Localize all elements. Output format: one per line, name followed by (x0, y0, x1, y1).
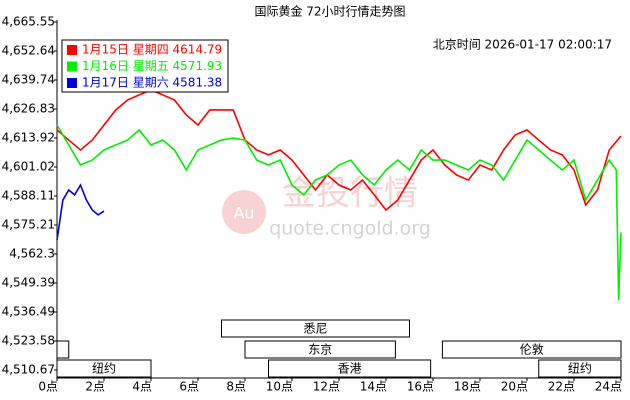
x-tick-label: 16点 (407, 380, 434, 394)
chart-title: 国际黄金 72小时行情走势图 (254, 4, 405, 19)
y-tick-label: 4,588.11 (2, 189, 55, 203)
legend-swatch (67, 45, 77, 55)
x-tick-label: 6点 (179, 380, 199, 394)
legend-box (61, 39, 229, 93)
legend-label: 1月15日 星期四 4614.79 (82, 43, 222, 57)
y-tick-label: 4,665.55 (2, 15, 55, 29)
series-line (56, 183, 105, 241)
y-tick-label: 4,575.21 (2, 217, 55, 231)
series-line (56, 124, 622, 301)
y-tick-label: 4,626.83 (2, 102, 55, 116)
session-label: 香港 (338, 362, 362, 376)
watermark: Au 金投行情 quote.cngold.org (222, 174, 431, 240)
y-tick-label: 4,510.67 (2, 363, 55, 377)
x-tick-label: 14点 (360, 380, 387, 394)
y-tick-label: 4,536.49 (2, 304, 55, 318)
session-label: 东京 (308, 343, 332, 357)
y-tick-label: 4,549.39 (2, 276, 55, 290)
session-label: 伦敦 (520, 342, 544, 357)
x-tick-label: 18点 (454, 380, 481, 394)
y-tick-label: 4,652.64 (2, 44, 55, 58)
watermark-logo-text: Au (233, 204, 254, 223)
x-tick-label: 20点 (501, 380, 528, 394)
legend-label: 1月16日 星期五 4571.93 (82, 59, 222, 73)
session-label: 纽约 (92, 361, 116, 376)
y-tick-label: 4,601.02 (2, 159, 55, 173)
y-tick-label: 4,562.3 (9, 246, 55, 260)
session-box (221, 319, 410, 338)
y-tick-label: 4,523.58 (2, 333, 55, 347)
x-tick-label: 10点 (266, 380, 293, 394)
x-tick-label: 12点 (313, 380, 340, 394)
session-box (56, 340, 70, 359)
session-box (268, 359, 432, 378)
session-box (244, 340, 396, 359)
session-box (56, 359, 152, 378)
chart-subtitle: 北京时间 2026-01-17 02:00:17 (433, 38, 612, 52)
watermark-logo (222, 190, 266, 234)
session-box (538, 359, 622, 378)
legend-swatch (67, 78, 77, 88)
x-tick-label: 22点 (548, 380, 575, 394)
legend: 1月15日 星期四 4614.79 1月16日 星期五 4571.93 1月17日 … (61, 39, 229, 93)
watermark-url: quote.cngold.org (269, 218, 431, 240)
x-tick-label: 24点 (595, 380, 622, 394)
y-tick-label: 4,613.92 (2, 131, 55, 145)
x-tick-label: 8点 (226, 380, 246, 394)
session-box (441, 340, 622, 359)
session-label: 悉尼 (303, 322, 327, 336)
legend-swatch (67, 61, 77, 72)
x-tick-label: 2点 (85, 380, 105, 394)
legend-label: 1月17日 星期六 4581.38 (82, 76, 222, 90)
x-tick-label: 0点 (38, 380, 58, 394)
y-tick-label: 4,639.74 (2, 72, 55, 86)
x-tick-label: 4点 (132, 380, 152, 394)
session-label: 纽约 (568, 361, 592, 376)
